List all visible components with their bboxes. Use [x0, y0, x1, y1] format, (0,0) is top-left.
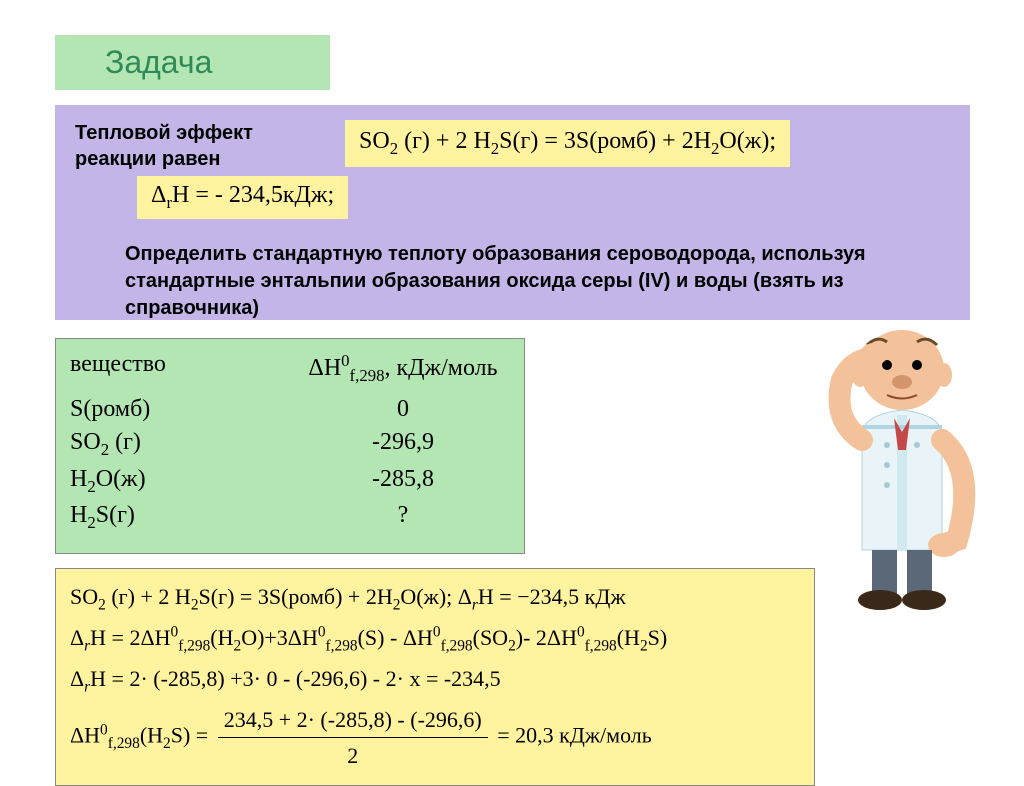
cell-substance: S(ромб)	[70, 396, 300, 423]
heat-effect-label: Тепловой эффект реакции равен	[75, 120, 335, 172]
calc-line-1: SO2 (г) + 2 H2S(г) = 3S(ромб) + 2H2O(ж);…	[70, 579, 800, 618]
cell-value: ?	[300, 502, 506, 533]
table-row: SO2 (г) -296,9	[70, 429, 506, 460]
table-header: вещество ΔH0f,298, кДж/моль	[70, 351, 506, 386]
table-row: H2S(г) ?	[70, 502, 506, 533]
cell-value: -296,9	[300, 429, 506, 460]
cell-substance: SO2 (г)	[70, 429, 300, 460]
calc-result: = 20,3 кДж/моль	[497, 723, 652, 748]
header-substance: вещество	[70, 351, 300, 386]
header-value: ΔH0f,298, кДж/моль	[300, 351, 506, 386]
heat-effect-row: Тепловой эффект реакции равен SO2 (г) + …	[75, 120, 950, 172]
problem-block: Тепловой эффект реакции равен SO2 (г) + …	[55, 105, 970, 320]
title-text: Задача	[105, 44, 212, 81]
thinking-character-icon	[802, 320, 1002, 610]
calc-line-4: ΔH0f,298(H2S) = 234,5 + 2· (-285,8) - (-…	[70, 702, 800, 773]
fraction: 234,5 + 2· (-285,8) - (-296,6) 2	[218, 702, 488, 773]
reaction-equation: SO2 (г) + 2 H2S(г) = 3S(ромб) + 2H2O(ж);	[345, 120, 790, 167]
calc-line-2: ΔrH = 2ΔH0f,298(H2O)+3ΔH0f,298(S) - ΔH0f…	[70, 620, 800, 659]
delta-h-value: ΔrH = - 234,5кДж;	[137, 176, 348, 219]
cell-substance: H2O(ж)	[70, 466, 300, 497]
title-block: Задача	[55, 35, 330, 90]
fraction-numerator: 234,5 + 2· (-285,8) - (-296,6)	[218, 702, 488, 738]
calculation-block: SO2 (г) + 2 H2S(г) = 3S(ромб) + 2H2O(ж);…	[55, 568, 815, 786]
cell-value: -285,8	[300, 466, 506, 497]
fraction-denominator: 2	[218, 738, 488, 773]
question-text: Определить стандартную теплоту образован…	[125, 241, 950, 322]
cell-substance: H2S(г)	[70, 502, 300, 533]
enthalpy-table: вещество ΔH0f,298, кДж/моль S(ромб) 0 SO…	[55, 338, 525, 554]
cell-value: 0	[300, 396, 506, 423]
table-row: S(ромб) 0	[70, 396, 506, 423]
calc-line-3: ΔrH = 2· (-285,8) +3· 0 - (-296,6) - 2· …	[70, 661, 800, 700]
table-row: H2O(ж) -285,8	[70, 466, 506, 497]
